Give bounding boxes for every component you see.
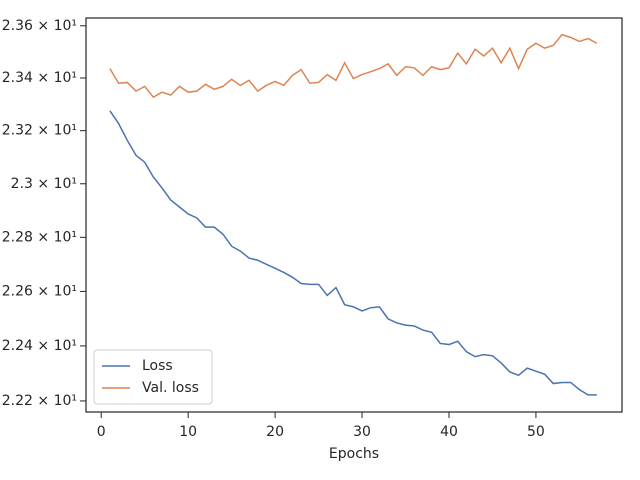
legend-box xyxy=(93,349,213,405)
x-tick-label: 40 xyxy=(440,424,458,440)
y-tick-label: 2.26 × 10¹ xyxy=(2,283,77,299)
x-tick-label: 10 xyxy=(179,424,197,440)
line xyxy=(109,33,598,99)
legend-label: Val. loss xyxy=(142,380,199,396)
plot-frame xyxy=(85,17,623,413)
y-tick-label: 2.24 × 10¹ xyxy=(2,338,77,354)
x-tick-label: 50 xyxy=(527,424,545,440)
y-tick-label: 2.3 × 10¹ xyxy=(11,176,77,192)
x-tick-label: 30 xyxy=(353,424,371,440)
x-axis-label: Epochs xyxy=(329,446,379,462)
x-tick-label: 20 xyxy=(266,424,284,440)
legend-label: Loss xyxy=(142,358,173,374)
y-tick-label: 2.34 × 10¹ xyxy=(2,70,77,86)
y-tick-label: 2.28 × 10¹ xyxy=(2,229,77,245)
y-tick-label: 2.36 × 10¹ xyxy=(2,18,77,34)
line xyxy=(109,110,597,396)
x-tick-label: 0 xyxy=(97,424,106,440)
y-tick-label: 2.22 × 10¹ xyxy=(2,393,77,409)
y-tick-label: 2.32 × 10¹ xyxy=(2,123,77,139)
